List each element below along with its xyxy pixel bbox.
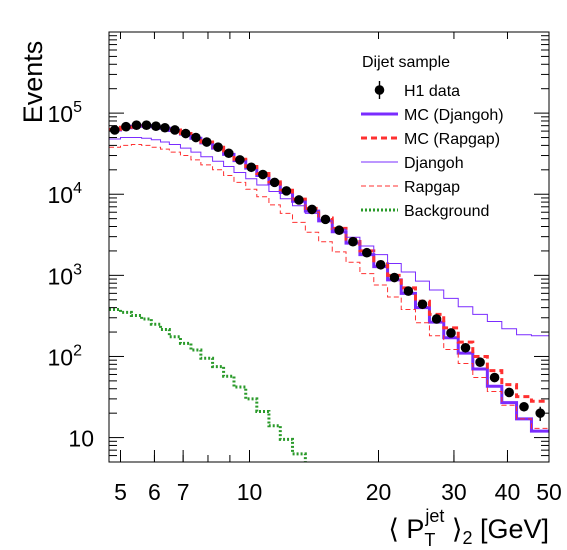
legend-title: Dijet sample xyxy=(362,54,450,71)
data-point xyxy=(109,125,120,135)
data-point xyxy=(307,204,317,215)
data-point xyxy=(504,387,514,398)
x-tick-label: 5 xyxy=(114,479,127,505)
legend-marker xyxy=(374,85,385,95)
x-tick-label: 50 xyxy=(536,479,562,505)
legend-label: H1 data xyxy=(404,83,460,100)
y-tick-label: 10 xyxy=(68,426,94,452)
series-h1-data xyxy=(109,120,546,422)
x-tick-label: 20 xyxy=(366,479,392,505)
data-point xyxy=(489,372,500,383)
data-point xyxy=(213,142,223,153)
legend-label: MC (Rapgap) xyxy=(404,131,500,148)
x-axis-label: ⟨ PTjet ⟩2 [GeV] xyxy=(388,506,549,550)
data-point xyxy=(348,236,358,247)
legend-entry-mc-djangoh: MC (Djangoh) xyxy=(361,107,504,124)
data-point xyxy=(535,408,546,418)
data-point xyxy=(519,401,529,412)
data-point xyxy=(191,132,201,143)
x-tick-label: 7 xyxy=(177,479,190,505)
legend-label: Background xyxy=(404,203,489,220)
data-point xyxy=(160,122,170,133)
series-mc-rapgap-line xyxy=(109,123,549,403)
plot-frame xyxy=(108,31,550,463)
x-tick-label: 10 xyxy=(237,479,263,505)
data-point xyxy=(320,214,331,225)
data-point xyxy=(460,342,471,353)
data-point xyxy=(431,314,442,324)
y-tick-label: 103 xyxy=(48,261,83,289)
data-point xyxy=(258,169,268,180)
y-axis-label: Events xyxy=(18,41,48,124)
series-djangoh-line xyxy=(109,137,549,337)
data-point xyxy=(362,247,372,258)
data-point xyxy=(121,121,131,132)
data-point xyxy=(269,177,280,188)
x-tick-label: 6 xyxy=(148,479,161,505)
plot-area xyxy=(109,120,549,462)
y-tick-label: 105 xyxy=(48,99,83,127)
x-tick-label: 30 xyxy=(441,479,467,505)
y-tick-label: 104 xyxy=(48,180,83,208)
legend-label: MC (Djangoh) xyxy=(404,107,504,124)
data-point xyxy=(334,225,344,236)
data-point xyxy=(417,299,428,310)
legend-label: Rapgap xyxy=(404,179,460,196)
legend-entry-mc-rapgap: MC (Rapgap) xyxy=(361,131,500,148)
data-point xyxy=(180,128,191,139)
data-point xyxy=(389,272,400,283)
legend-label: Djangoh xyxy=(404,155,464,172)
legend-entry-h1-data: H1 data xyxy=(374,81,460,100)
data-point xyxy=(170,125,180,135)
x-tick-label: 40 xyxy=(495,479,521,505)
legend: Dijet sample H1 data MC (Djangoh) MC (Rapga… xyxy=(361,54,504,220)
data-point xyxy=(375,259,386,270)
y-tick-label: 102 xyxy=(48,342,83,370)
legend-entry-rapgap: Rapgap xyxy=(361,179,460,196)
data-point xyxy=(403,286,414,296)
data-point xyxy=(294,195,304,205)
data-point xyxy=(131,120,142,130)
data-point xyxy=(141,120,152,130)
series-mc-djangoh-line xyxy=(109,124,549,433)
data-point xyxy=(281,186,292,196)
data-point xyxy=(223,148,234,159)
data-point xyxy=(151,121,161,131)
data-point xyxy=(475,357,485,367)
data-point xyxy=(446,328,456,338)
data-point xyxy=(201,137,212,147)
data-point xyxy=(246,162,257,173)
data-point xyxy=(235,155,245,165)
legend-entry-background: Background xyxy=(361,203,489,220)
series-rapgap-line xyxy=(109,144,549,429)
series-background-line xyxy=(109,307,307,462)
legend-entry-djangoh: Djangoh xyxy=(361,155,464,172)
